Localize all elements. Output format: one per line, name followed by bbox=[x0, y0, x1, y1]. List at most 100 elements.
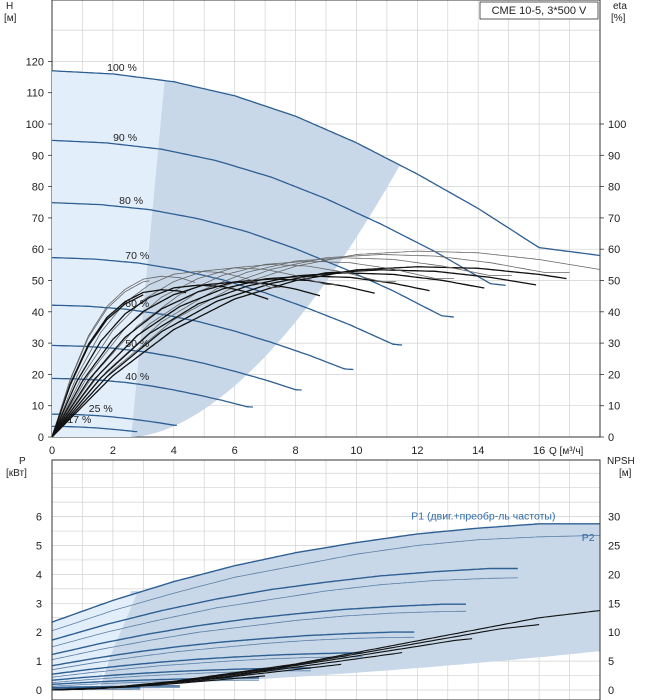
efficiency-curve bbox=[51, 294, 144, 438]
efficiency-curve bbox=[51, 280, 150, 438]
y-tick-label: 20 bbox=[32, 369, 44, 381]
speed-label: 50 % bbox=[125, 338, 149, 350]
x-tick-label: 2 bbox=[110, 445, 116, 457]
npsh-tick-label: 25 bbox=[608, 541, 620, 553]
y-tick-label: 110 bbox=[26, 88, 44, 100]
p2-curve bbox=[51, 577, 518, 648]
head-curve bbox=[52, 425, 138, 433]
head-curve bbox=[51, 256, 403, 346]
eta-axis-unit: [%] bbox=[611, 13, 626, 24]
efficiency-curve bbox=[51, 281, 321, 438]
p1-curve bbox=[51, 567, 518, 641]
p-tick-label: 6 bbox=[36, 512, 42, 524]
title-box bbox=[479, 1, 599, 20]
eta-tick-label: 60 bbox=[608, 244, 620, 256]
bottom-labels: P1 (двиг.+преобр-ль частоты) P2 bbox=[411, 510, 594, 544]
p2-label: P2 bbox=[582, 532, 595, 544]
eta-tick-label: 80 bbox=[608, 182, 620, 194]
y-tick-label: 120 bbox=[26, 56, 44, 68]
x-tick-label: 12 bbox=[411, 445, 423, 457]
p1-curve bbox=[51, 603, 466, 656]
top-curves bbox=[51, 70, 601, 438]
efficiency-curve bbox=[51, 275, 430, 438]
h-axis-unit: [м] bbox=[4, 13, 17, 24]
efficiency-curve bbox=[51, 269, 537, 438]
y-tick-label: 30 bbox=[32, 338, 44, 350]
p1-curve bbox=[51, 631, 415, 667]
top-x-ticks: 0 2 4 6 8 10 12 14 16 bbox=[49, 445, 545, 457]
npsh-tick-label: 10 bbox=[608, 627, 620, 639]
x-tick-label: 6 bbox=[232, 445, 238, 457]
x-tick-label: 8 bbox=[292, 445, 298, 457]
y-tick-label: 100 bbox=[26, 119, 44, 131]
head-curve bbox=[51, 70, 601, 257]
npsh-tick-label: 30 bbox=[608, 512, 620, 524]
y-tick-label: 40 bbox=[32, 307, 44, 319]
npsh-axis-title: NPSH bbox=[607, 456, 635, 467]
p-tick-label: 0 bbox=[36, 685, 42, 697]
y-tick-label: 50 bbox=[32, 276, 44, 288]
x-tick-label: 10 bbox=[350, 445, 362, 457]
efficiency-curve bbox=[51, 275, 196, 438]
efficiency-curve bbox=[51, 270, 281, 438]
p2-curve bbox=[51, 656, 363, 678]
eta-tick-label: 50 bbox=[608, 276, 620, 288]
npsh-tick-label: 0 bbox=[608, 685, 614, 697]
h-axis-title: H bbox=[6, 1, 13, 12]
efficiency-curve bbox=[51, 278, 375, 438]
p1-curve bbox=[51, 652, 363, 675]
top-labels: 100 % 90 % 80 % 70 % 60 % 50 % 40 % 25 %17 % bbox=[67, 62, 149, 426]
eta-tick-label: 70 bbox=[608, 213, 620, 225]
head-curve bbox=[51, 344, 302, 391]
efficiency-curve bbox=[51, 266, 567, 438]
p2-curve bbox=[51, 610, 467, 661]
p1-curve bbox=[51, 677, 259, 685]
x-tick-label: 4 bbox=[171, 445, 177, 457]
x-tick-label: 14 bbox=[472, 445, 484, 457]
speed-label: 60 % bbox=[125, 298, 149, 310]
x-tick-label: 0 bbox=[49, 445, 55, 457]
speed-label: 90 % bbox=[113, 132, 137, 144]
speed-label: 70 % bbox=[125, 250, 149, 262]
efficiency-curve bbox=[51, 272, 485, 438]
eta-tick-label: 0 bbox=[608, 432, 614, 444]
y-tick-label: 80 bbox=[32, 182, 44, 194]
p1-curve bbox=[51, 523, 600, 623]
eta-tick-label: 20 bbox=[608, 369, 620, 381]
chart-title: CME 10-5, 3*500 V bbox=[492, 5, 587, 17]
p-axis-title: P bbox=[19, 456, 26, 467]
head-curve bbox=[51, 304, 354, 371]
y-tick-label: 60 bbox=[32, 244, 44, 256]
y-tick-label: 70 bbox=[32, 213, 44, 225]
p2-curve bbox=[51, 636, 415, 671]
p1-label: P1 (двиг.+преобр-ль частоты) bbox=[411, 510, 555, 522]
p2-curve bbox=[51, 535, 601, 632]
efficiency-curve bbox=[51, 284, 269, 438]
npsh-tick-label: 15 bbox=[608, 598, 620, 610]
y-tick-label: 10 bbox=[32, 401, 44, 413]
y-tick-label: 0 bbox=[38, 432, 44, 444]
head-curve bbox=[51, 139, 506, 287]
speed-label: 100 % bbox=[107, 62, 137, 74]
npsh-tick-label: 20 bbox=[608, 569, 620, 581]
q-axis-label: Q [м³/ч] bbox=[549, 446, 584, 457]
p-tick-label: 3 bbox=[36, 598, 42, 610]
p-tick-label: 5 bbox=[36, 541, 42, 553]
bottom-curves bbox=[51, 523, 601, 691]
power-operating-range bbox=[100, 523, 600, 686]
p-tick-label: 2 bbox=[36, 627, 42, 639]
speed-label: 17 % bbox=[67, 414, 91, 426]
npsh-axis-unit: [м] bbox=[619, 468, 632, 479]
npsh-tick-label: 5 bbox=[608, 656, 614, 668]
efficiency-curve bbox=[51, 250, 601, 438]
speed-label: 80 % bbox=[119, 195, 143, 207]
speed-label: 25 % bbox=[89, 403, 113, 415]
eta-tick-label: 90 bbox=[608, 150, 620, 162]
power-operating-range-light bbox=[52, 592, 138, 688]
eta-axis-title: eta bbox=[613, 1, 627, 12]
efficiency-curve bbox=[51, 267, 339, 438]
bottom-plot-frame bbox=[51, 459, 601, 700]
x-tick-label: 16 bbox=[533, 445, 545, 457]
eta-tick-label: 100 bbox=[608, 119, 626, 131]
